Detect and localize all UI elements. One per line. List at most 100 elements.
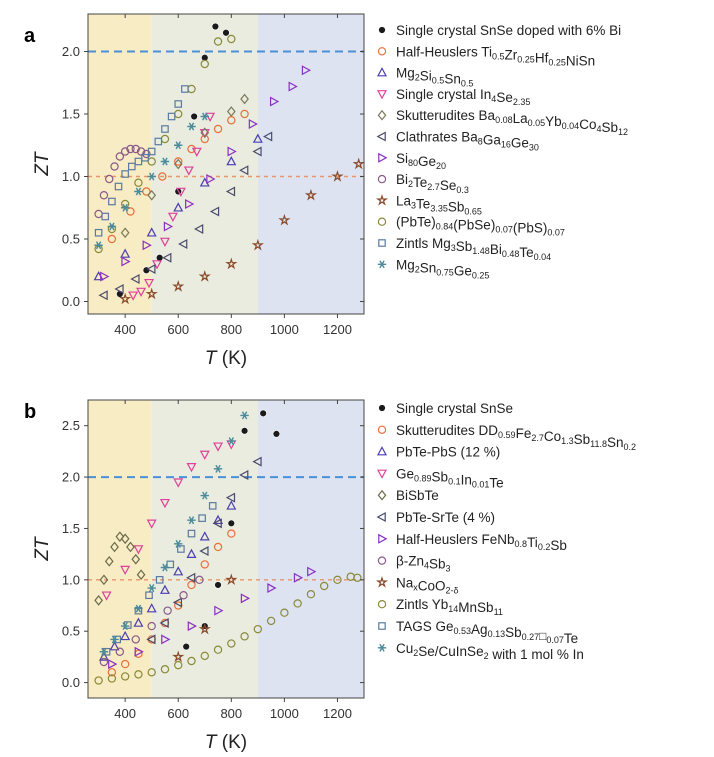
data-point <box>225 186 236 197</box>
data-point <box>98 290 108 301</box>
legend-item: PbTe-PbS (12 %) <box>376 445 500 460</box>
data-point <box>200 127 210 139</box>
data-point <box>319 581 329 591</box>
data-point <box>226 156 237 166</box>
panel-b: 400 600 800 1000 1200 0.0 0.5 1.0 1.5 2.0 2.5 b T (K… <box>24 399 636 753</box>
legend-item: Half-Heuslers Ti0.5Zr0.25Hf0.25NiSn <box>377 44 595 68</box>
data-point <box>178 238 188 250</box>
data-point <box>163 606 172 615</box>
data-point <box>186 462 197 473</box>
data-point <box>227 639 236 648</box>
series-3 <box>98 500 237 661</box>
series-8 <box>99 575 204 667</box>
data-point <box>121 170 129 178</box>
data-point <box>191 147 202 157</box>
data-point <box>128 291 139 301</box>
data-point <box>187 621 197 632</box>
data-point <box>251 238 264 251</box>
plot-frame <box>87 399 365 699</box>
data-point <box>248 118 259 130</box>
legend-marker <box>377 556 387 565</box>
data-point <box>187 580 196 590</box>
legend-label: Zintls Mg3Sb1.48Bi0.48Te0.04 <box>396 236 551 262</box>
data-point <box>262 131 273 142</box>
legend-marker <box>377 425 387 434</box>
data-point <box>252 133 263 143</box>
data-point <box>200 112 209 121</box>
data-point <box>200 491 209 500</box>
data-point <box>227 519 236 528</box>
data-point <box>161 634 171 645</box>
data-point <box>94 241 103 250</box>
legend-marker <box>377 217 387 226</box>
legend-label: Mg2Sn0.75Ge0.25 <box>396 257 489 280</box>
data-point <box>94 676 103 685</box>
data-point <box>177 545 185 553</box>
data-point <box>240 427 249 435</box>
data-point <box>174 660 183 670</box>
data-point <box>331 170 344 182</box>
legend-marker <box>377 600 387 609</box>
legend-item: TAGS Ge0.53Ag0.13Sb0.27□0.07Te <box>378 619 578 646</box>
data-point <box>182 642 190 651</box>
data-point <box>131 553 141 565</box>
legend-marker <box>377 643 387 652</box>
data-point <box>147 172 156 181</box>
data-point <box>213 37 223 46</box>
y-tick-label: 0.5 <box>62 232 80 247</box>
x-tick-label: 600 <box>167 322 189 337</box>
data-point <box>213 542 223 552</box>
legend-label: Half-Heuslers Ti0.5Zr0.25Hf0.25NiSn <box>396 44 595 68</box>
data-point <box>98 651 109 661</box>
y-tick-label: 0.0 <box>62 294 80 309</box>
y-tick-label: 0.0 <box>62 675 80 690</box>
legend-label: Skutterudites DD0.59Fe2.7Co1.3Sb11.8Sn0.… <box>396 423 636 452</box>
data-point <box>134 187 143 196</box>
temperature-band-3 <box>257 14 364 314</box>
legend-marker <box>376 90 388 100</box>
data-point <box>142 240 152 251</box>
data-point <box>161 125 169 133</box>
data-point <box>227 437 236 446</box>
y-tick-label: 2.0 <box>62 44 80 59</box>
data-point <box>146 227 157 237</box>
data-point <box>114 182 123 191</box>
data-point <box>227 529 236 538</box>
data-point <box>144 278 155 289</box>
data-point <box>173 158 183 170</box>
data-point <box>183 166 194 176</box>
y-tick-label: 2.0 <box>62 470 80 485</box>
data-point <box>213 645 223 654</box>
data-point <box>155 576 164 584</box>
data-point <box>174 157 183 166</box>
legend-item: β-Zn4Sb3 <box>377 554 451 574</box>
data-point <box>134 604 143 613</box>
data-point <box>99 574 109 586</box>
x-tick-label: 400 <box>114 706 136 721</box>
data-point <box>107 674 117 683</box>
data-point <box>213 464 223 473</box>
data-point <box>240 593 251 604</box>
data-point <box>280 608 289 617</box>
data-point <box>136 287 147 297</box>
data-point <box>131 144 140 154</box>
legend-marker <box>376 511 386 523</box>
x-tick-label: 800 <box>220 706 242 721</box>
series-10 <box>94 572 362 685</box>
data-point <box>187 144 196 154</box>
legend-marker <box>377 174 387 184</box>
data-point <box>146 634 156 645</box>
y-axis-title: ZT <box>32 151 53 177</box>
data-point <box>172 280 185 292</box>
data-point <box>293 572 304 583</box>
data-point <box>147 668 156 677</box>
data-point <box>120 565 131 576</box>
data-point <box>109 641 120 651</box>
data-point <box>141 153 149 162</box>
data-point <box>225 492 236 503</box>
legend-item: Si80Ge20 <box>378 151 446 171</box>
legend: Single crystal SnSe Skutterudites DD0.59F… <box>375 401 636 662</box>
legend-marker <box>376 446 388 456</box>
data-point <box>209 206 220 217</box>
data-point <box>120 533 130 545</box>
